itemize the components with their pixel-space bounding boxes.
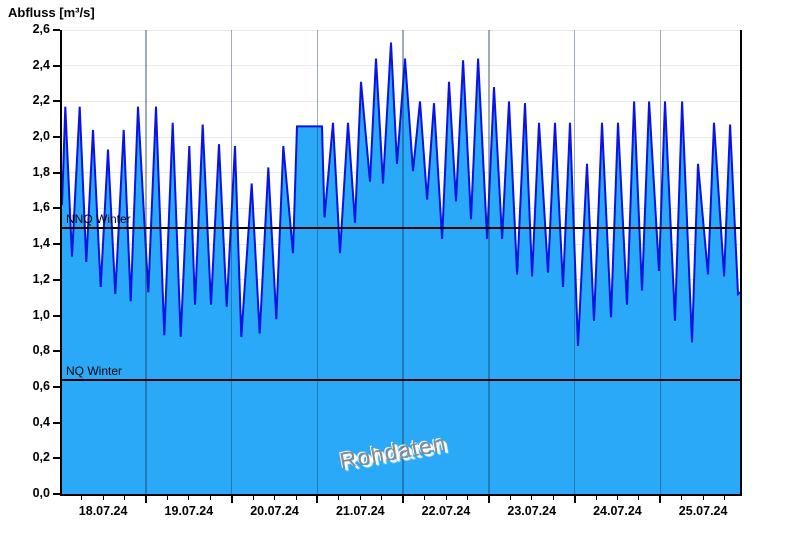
- y-tick-label: 1,8: [32, 164, 50, 179]
- day-gridline: [145, 30, 147, 494]
- discharge-area-series: [62, 42, 740, 494]
- x-major-tick: [316, 496, 319, 503]
- x-minor-tick: [188, 496, 190, 500]
- h-gridline: [62, 65, 740, 67]
- y-tick-label: 0,4: [32, 414, 50, 429]
- x-major-tick: [659, 496, 662, 503]
- x-minor-tick: [359, 496, 361, 500]
- x-minor-tick: [252, 496, 254, 500]
- y-tick: [53, 136, 60, 139]
- x-minor-tick: [295, 496, 297, 500]
- x-minor-tick: [595, 496, 597, 500]
- reference-line-nnq-winter: [62, 227, 740, 229]
- y-tick: [53, 314, 60, 317]
- x-major-tick: [402, 496, 405, 503]
- y-tick-label: 2,2: [32, 93, 50, 108]
- x-major-tick: [145, 496, 147, 503]
- y-tick: [53, 64, 60, 67]
- y-tick-label: 2,6: [32, 22, 50, 36]
- x-minor-tick: [724, 496, 726, 500]
- y-tick-label: 0,6: [32, 378, 50, 393]
- reference-line-nq-winter: [62, 379, 740, 381]
- y-tick-label: 1,2: [32, 271, 50, 286]
- x-minor-tick: [209, 496, 211, 500]
- x-major-tick: [487, 496, 490, 503]
- y-tick: [53, 421, 60, 424]
- x-date-label: 24.07.24: [593, 504, 642, 518]
- day-gridline: [316, 30, 319, 494]
- y-tick: [53, 171, 60, 174]
- x-major-tick: [573, 496, 576, 503]
- x-minor-tick: [166, 496, 168, 500]
- y-tick-label: 0,0: [32, 486, 50, 500]
- y-tick-label: 0,2: [32, 450, 50, 465]
- y-tick: [53, 207, 60, 210]
- x-minor-tick: [638, 496, 640, 500]
- x-date-label: 23.07.24: [507, 504, 557, 518]
- day-gridline: [573, 30, 576, 494]
- day-gridline: [488, 30, 490, 494]
- plot-area: NNQ Winter NQ Winter: [60, 29, 742, 496]
- x-date-label: 25.07.24: [678, 504, 728, 518]
- x-minor-tick: [702, 496, 704, 500]
- x-minor-tick: [531, 496, 533, 500]
- y-tick-label: 1,0: [32, 307, 50, 322]
- x-minor-tick: [274, 496, 276, 500]
- y-tick: [53, 350, 60, 353]
- area-outline: [62, 42, 740, 346]
- y-tick: [53, 493, 60, 495]
- y-tick-label: 0,8: [32, 343, 50, 358]
- y-tick: [53, 457, 60, 460]
- x-date-label: 22.07.24: [421, 504, 471, 518]
- x-minor-tick: [466, 496, 468, 500]
- x-minor-tick: [424, 496, 426, 500]
- x-minor-tick: [445, 496, 447, 500]
- x-minor-tick: [81, 496, 83, 500]
- x-minor-tick: [616, 496, 618, 500]
- y-tick: [53, 29, 60, 31]
- reference-label: NNQ Winter: [66, 212, 131, 227]
- reference-label: NQ Winter: [66, 363, 123, 378]
- x-minor-tick: [338, 496, 340, 500]
- x-date-label: 18.07.24: [78, 504, 128, 518]
- y-tick: [53, 243, 60, 246]
- y-tick: [53, 385, 60, 388]
- x-minor-tick: [681, 496, 683, 500]
- x-minor-tick: [552, 496, 554, 500]
- x-minor-tick: [381, 496, 383, 500]
- x-minor-tick: [509, 496, 511, 500]
- x-minor-tick: [124, 496, 126, 500]
- y-tick-label: 1,4: [32, 236, 50, 251]
- y-tick: [53, 278, 60, 281]
- x-date-label: 21.07.24: [335, 504, 385, 518]
- y-tick-label: 2,4: [32, 57, 50, 72]
- day-gridline: [230, 30, 233, 494]
- x-major-tick: [230, 496, 233, 503]
- y-tick-label: 1,6: [32, 200, 50, 215]
- x-date-label: 20.07.24: [250, 504, 299, 518]
- y-tick: [53, 100, 60, 103]
- plot-inner: NNQ Winter NQ Winter: [62, 29, 740, 494]
- h-gridline: [62, 29, 740, 31]
- chart-title: Abfluss [m³/s]: [8, 5, 95, 20]
- y-tick-label: 2,0: [32, 129, 50, 144]
- day-gridline: [659, 30, 662, 494]
- x-minor-tick: [102, 496, 104, 500]
- x-date-label: 19.07.24: [164, 504, 214, 518]
- day-gridline: [402, 30, 404, 494]
